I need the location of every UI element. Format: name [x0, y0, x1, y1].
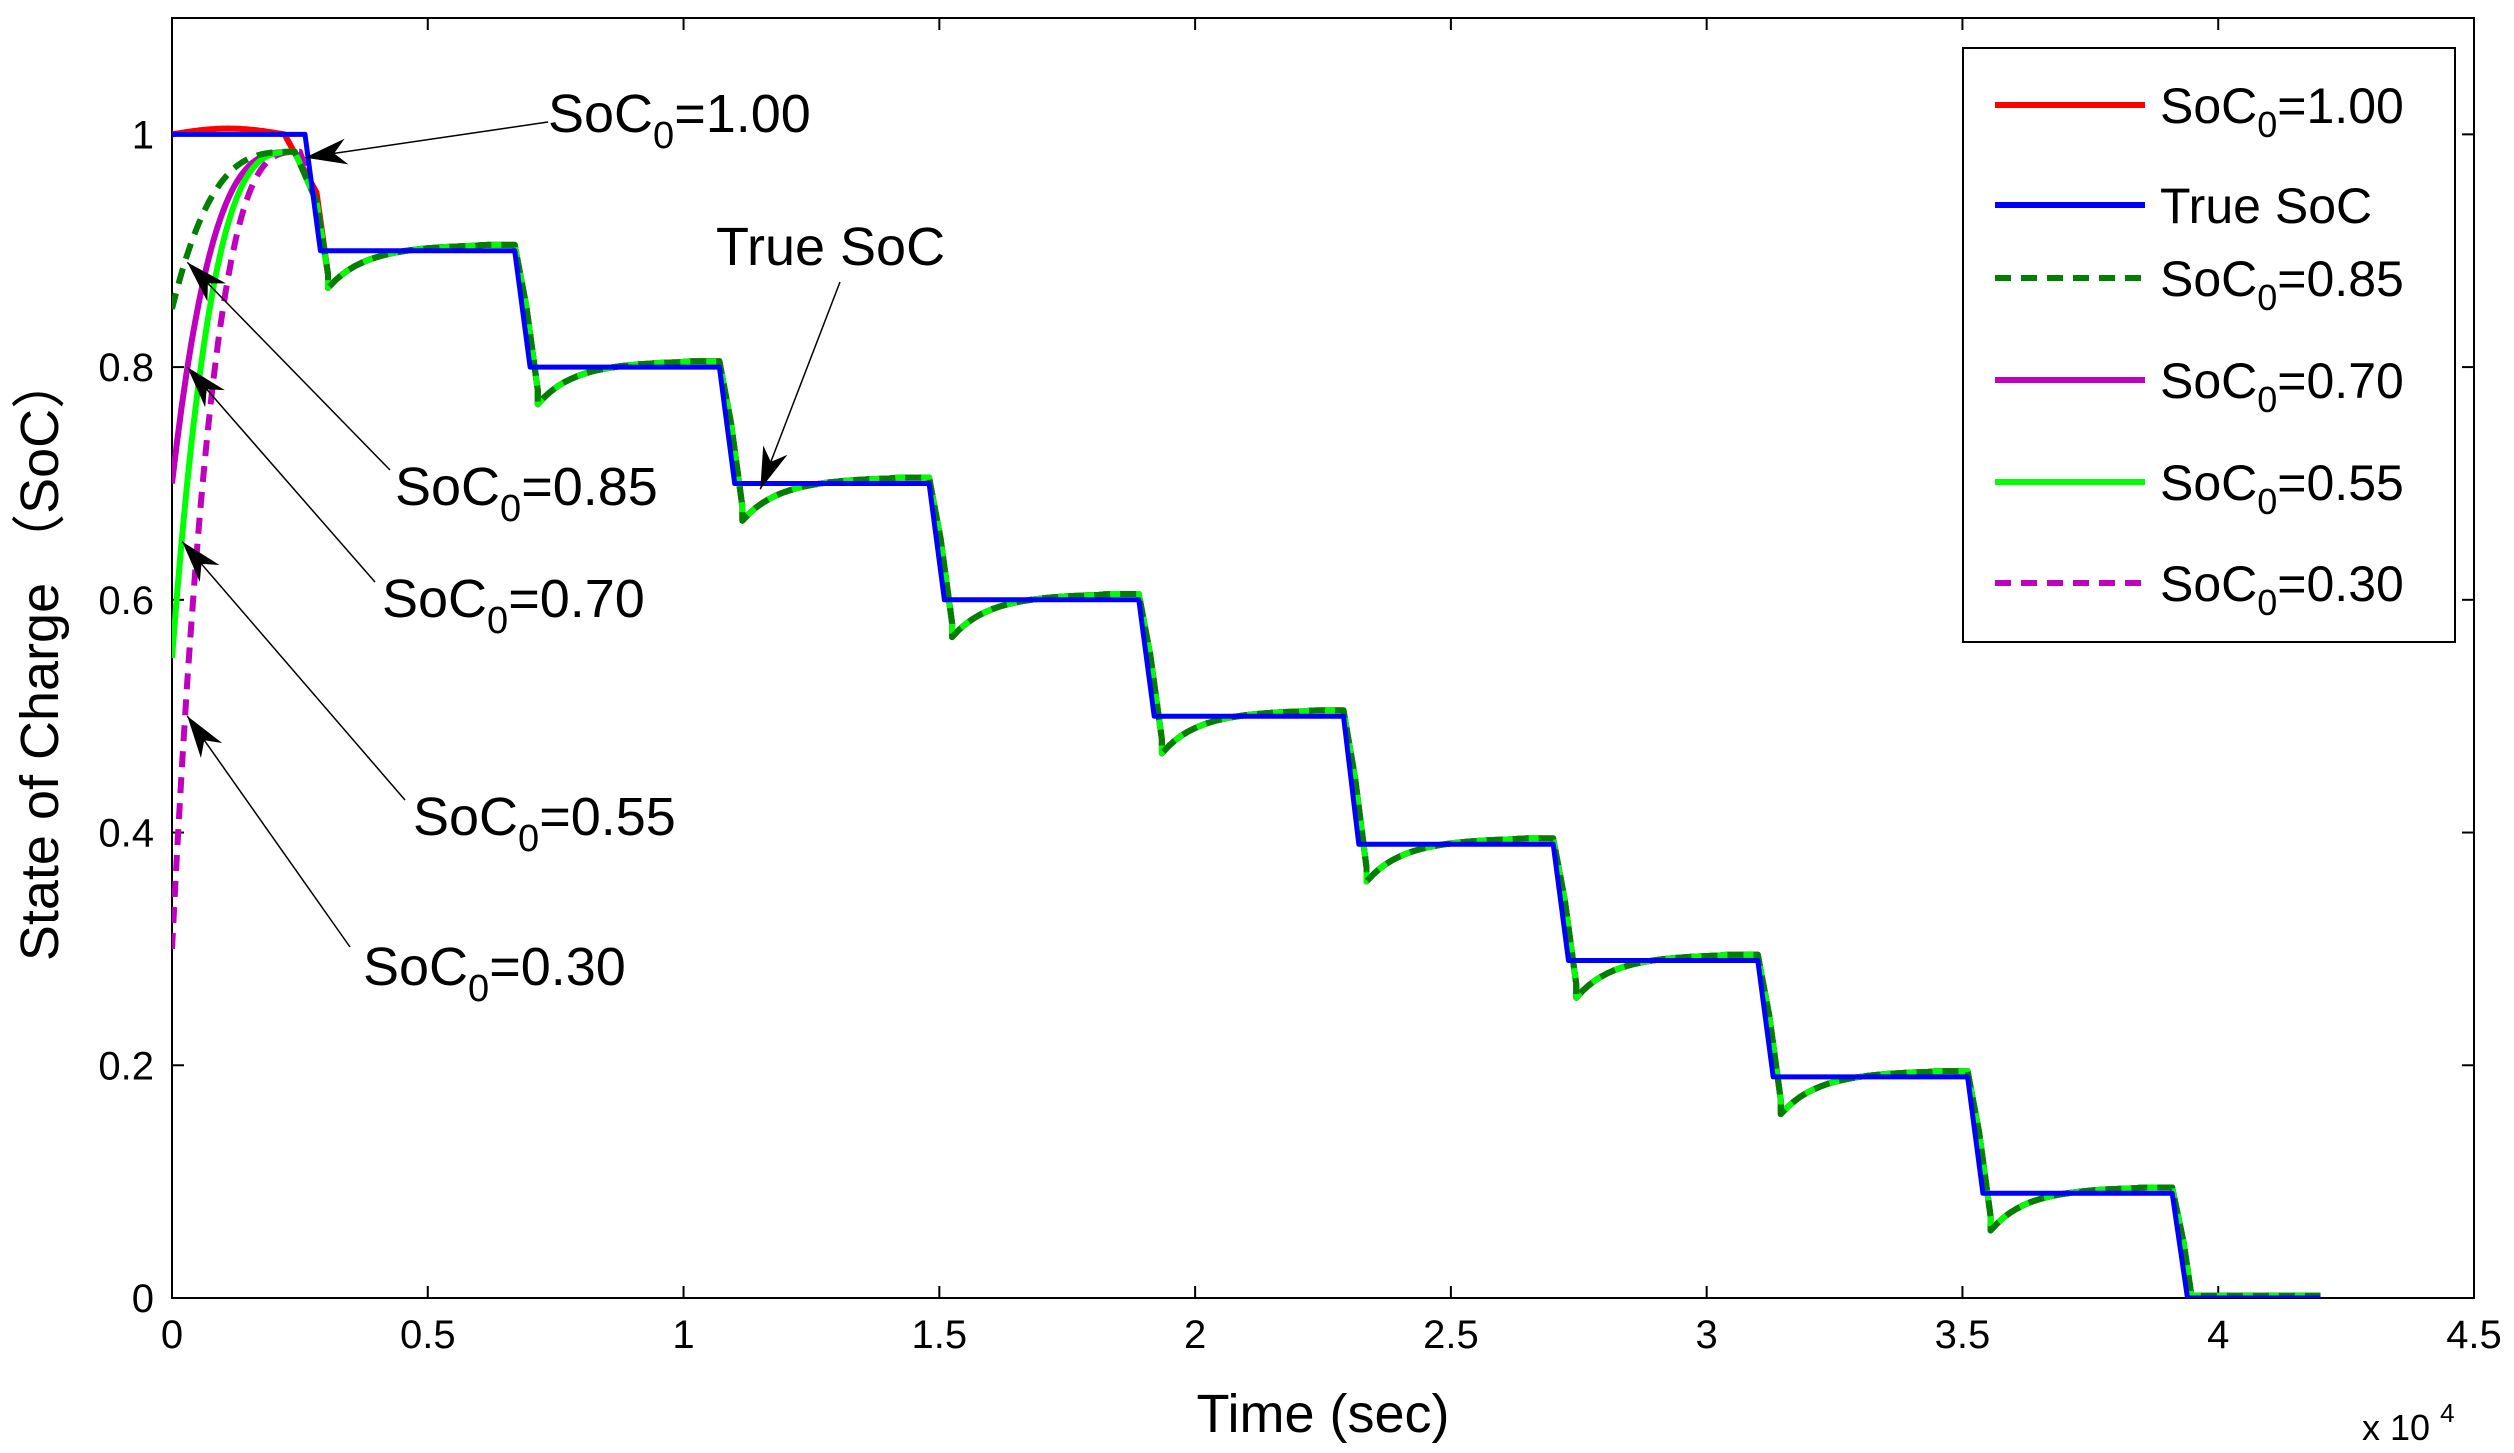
annotation-arrowhead	[187, 262, 226, 302]
x-tick-label: 4.5	[2446, 1313, 2502, 1357]
legend-label: SoC0=0.85	[2160, 251, 2404, 318]
y-tick-label: 0.6	[98, 579, 154, 623]
series-layer	[172, 125, 2321, 1298]
annotation-arrowhead	[305, 138, 349, 165]
annotation-arrow-line	[759, 281, 841, 490]
annotation-label-base: SoC	[413, 787, 518, 847]
annotation-label-base: SoC	[548, 84, 653, 144]
x-tick-label: 1.5	[912, 1313, 968, 1357]
legend-label: True SoC	[2160, 178, 2372, 234]
annotation-label-subscript: 0	[487, 600, 508, 642]
annotation-label: SoC0=0.70	[382, 569, 645, 642]
x-tick-label: 2.5	[1423, 1313, 1479, 1357]
annotation-label-value: =0.85	[521, 457, 658, 517]
annotation-label: SoC0=0.85	[395, 457, 658, 530]
legend-label-value: =0.70	[2277, 353, 2404, 409]
y-tick-label: 0.8	[98, 346, 154, 390]
legend-box	[1962, 47, 2456, 643]
legend-label: SoC0=1.00	[2160, 78, 2404, 145]
x-axis-ticks: 0 0.5 1 1.5 2 2.5 3 3.5 4 4.5	[161, 18, 2502, 1357]
legend-label: SoC0=0.30	[2160, 556, 2404, 623]
x-tick-label: 1	[672, 1313, 694, 1357]
series-true-soc	[172, 131, 2321, 1298]
x-tick-label: 0	[161, 1313, 183, 1357]
y-axis-label: State of Charge （SoC）	[10, 355, 70, 961]
annotation-arrowhead	[182, 541, 220, 582]
annotation-label-subscript: 0	[653, 115, 674, 157]
annotation-label-subscript: 0	[518, 818, 539, 860]
annotation-label-value: =0.70	[508, 569, 645, 629]
legend-label-base: SoC	[2160, 353, 2257, 409]
annotation-label-subscript: 0	[468, 968, 489, 1010]
annotation-label-base: True SoC	[716, 217, 945, 277]
x-tick-label: 2	[1184, 1313, 1206, 1357]
legend-label-base: SoC	[2160, 251, 2257, 307]
legend-label-subscript: 0	[2257, 104, 2277, 145]
x-axis-label: Time (sec)	[1197, 1384, 1450, 1444]
legend-label-value: =0.85	[2277, 251, 2404, 307]
legend-label-value: =0.55	[2277, 455, 2404, 511]
annotation-label-value: =0.30	[489, 937, 626, 997]
annotation-arrowhead	[187, 716, 223, 759]
x-tick-label: 4	[2207, 1313, 2229, 1357]
y-axis-ticks: 0 0.2 0.4 0.6 0.8 1	[98, 113, 2474, 1321]
annotation: SoC0=0.85	[186, 261, 658, 530]
annotation-label: True SoC	[716, 217, 945, 277]
annotation-label-subscript: 0	[500, 488, 521, 530]
annotation-arrow-line	[186, 715, 351, 948]
annotation: SoC0=0.30	[186, 715, 626, 1010]
series-soc0-0-85	[172, 148, 2321, 1298]
y-tick-label: 1	[132, 113, 154, 157]
x-tick-label: 3.5	[1935, 1313, 1991, 1357]
legend-label-value: =0.30	[2277, 556, 2404, 612]
y-tick-label: 0.2	[98, 1044, 154, 1088]
annotation-label: SoC0=0.55	[413, 787, 676, 860]
annotation-arrow-line	[186, 261, 391, 471]
legend-label-value: =1.00	[2277, 78, 2404, 134]
legend-label: SoC0=0.55	[2160, 455, 2404, 522]
annotation-arrow-line	[304, 121, 549, 159]
legend-label-base: SoC	[2160, 455, 2257, 511]
annotation-label: SoC0=1.00	[548, 84, 811, 157]
x-tick-label: 0.5	[400, 1313, 456, 1357]
x-multiplier-exponent: 4	[2440, 1398, 2454, 1428]
annotation-label-base: SoC	[382, 569, 487, 629]
annotation-arrowhead	[760, 445, 788, 490]
x-multiplier-base: x 10	[2362, 1407, 2430, 1448]
annotation: True SoC	[716, 217, 945, 490]
legend-label-base: True SoC	[2160, 178, 2372, 234]
legend-label-subscript: 0	[2257, 481, 2277, 522]
legend-label-base: SoC	[2160, 556, 2257, 612]
annotation: SoC0=0.70	[186, 366, 645, 642]
annotation-label-base: SoC	[395, 457, 500, 517]
legend-label-base: SoC	[2160, 78, 2257, 134]
legend-label: SoC0=0.70	[2160, 353, 2404, 420]
legend-label-subscript: 0	[2257, 379, 2277, 420]
legend-label-subscript: 0	[2257, 277, 2277, 318]
legend-label-subscript: 0	[2257, 582, 2277, 623]
annotation: SoC0=1.00	[304, 84, 811, 165]
annotation-label-value: =1.00	[674, 84, 811, 144]
annotation: SoC0=0.55	[181, 541, 676, 860]
annotation-label: SoC0=0.30	[363, 937, 626, 1010]
annotation-arrow-line	[181, 541, 406, 801]
y-tick-label: 0	[132, 1277, 154, 1321]
y-tick-label: 0.4	[98, 812, 154, 856]
annotation-arrow-line	[186, 366, 376, 583]
x-tick-label: 3	[1696, 1313, 1718, 1357]
x-axis-multiplier: x 10 4	[2362, 1398, 2455, 1448]
annotation-label-value: =0.55	[539, 787, 676, 847]
annotation-label-base: SoC	[363, 937, 468, 997]
annotation-arrowhead	[187, 367, 225, 408]
